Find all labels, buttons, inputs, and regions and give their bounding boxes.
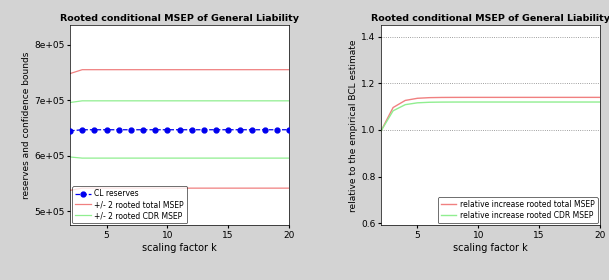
X-axis label: scaling factor k: scaling factor k: [142, 243, 217, 253]
Title: Rooted conditional MSEP of General Liability: Rooted conditional MSEP of General Liabi…: [60, 14, 299, 23]
Y-axis label: relative to the empirical BCL estimate: relative to the empirical BCL estimate: [349, 39, 358, 212]
Legend: relative increase rooted total MSEP, relative increase rooted CDR MSEP: relative increase rooted total MSEP, rel…: [438, 197, 597, 223]
X-axis label: scaling factor k: scaling factor k: [453, 243, 528, 253]
Y-axis label: reserves and confidence bounds: reserves and confidence bounds: [23, 52, 31, 199]
Title: Rooted conditional MSEP of General Liability: Rooted conditional MSEP of General Liabi…: [371, 14, 609, 23]
Legend: CL reserves, +/- 2 rooted total MSEP, +/- 2 rooted CDR MSEP: CL reserves, +/- 2 rooted total MSEP, +/…: [72, 186, 187, 223]
